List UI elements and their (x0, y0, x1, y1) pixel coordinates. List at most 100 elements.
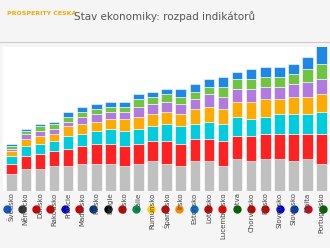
Bar (316, 64, 327, 79)
Bar (246, 89, 256, 102)
Bar (35, 154, 45, 169)
Bar (49, 124, 59, 129)
Bar (288, 134, 299, 161)
Bar (49, 166, 59, 191)
Bar (176, 144, 186, 166)
Bar (246, 119, 256, 136)
Bar (316, 134, 327, 164)
Bar (288, 97, 299, 114)
Bar (232, 117, 242, 136)
Bar (133, 164, 144, 191)
Bar (218, 141, 228, 166)
Bar (232, 159, 242, 191)
Bar (63, 122, 73, 126)
Bar (161, 102, 172, 112)
Bar (20, 169, 31, 191)
Bar (246, 161, 256, 191)
Bar (161, 112, 172, 124)
Bar (288, 74, 299, 84)
Bar (119, 146, 130, 166)
Bar (218, 124, 228, 141)
Bar (204, 139, 214, 161)
Bar (63, 117, 73, 122)
Bar (7, 174, 17, 191)
Bar (119, 102, 130, 107)
Bar (161, 141, 172, 164)
Bar (91, 104, 102, 109)
Bar (133, 99, 144, 107)
Bar (288, 161, 299, 191)
Bar (161, 164, 172, 191)
Bar (105, 164, 115, 191)
Bar (133, 129, 144, 144)
Bar (77, 112, 87, 117)
Bar (260, 77, 271, 87)
Bar (20, 146, 31, 156)
Bar (91, 144, 102, 164)
Bar (302, 159, 313, 191)
Bar (35, 144, 45, 154)
Bar (176, 97, 186, 104)
Bar (63, 126, 73, 136)
Bar (302, 69, 313, 82)
Bar (7, 164, 17, 174)
Bar (260, 87, 271, 99)
Bar (35, 131, 45, 136)
Bar (7, 156, 17, 164)
Bar (147, 104, 158, 114)
Bar (105, 144, 115, 164)
Bar (20, 134, 31, 139)
Bar (7, 144, 17, 146)
Bar (260, 117, 271, 134)
Bar (35, 126, 45, 131)
Bar (49, 151, 59, 166)
Bar (189, 99, 200, 109)
Bar (20, 156, 31, 169)
Bar (91, 114, 102, 122)
Bar (49, 134, 59, 141)
Bar (77, 117, 87, 124)
Bar (232, 79, 242, 89)
Bar (20, 139, 31, 146)
Bar (105, 107, 115, 112)
Bar (133, 117, 144, 129)
Bar (147, 114, 158, 126)
Bar (189, 139, 200, 161)
Bar (133, 144, 144, 164)
Bar (161, 94, 172, 102)
Bar (7, 149, 17, 151)
Bar (260, 99, 271, 117)
Bar (204, 122, 214, 139)
Bar (147, 141, 158, 161)
Bar (176, 114, 186, 126)
Bar (189, 84, 200, 92)
Bar (316, 94, 327, 112)
Bar (35, 169, 45, 191)
Bar (77, 107, 87, 112)
Bar (161, 89, 172, 94)
Bar (232, 72, 242, 79)
Bar (274, 87, 284, 99)
Bar (204, 107, 214, 122)
Bar (176, 104, 186, 114)
Bar (288, 114, 299, 134)
Bar (35, 136, 45, 144)
Bar (246, 69, 256, 79)
Bar (20, 129, 31, 131)
Bar (49, 122, 59, 124)
Bar (260, 67, 271, 77)
Bar (246, 102, 256, 119)
Bar (35, 124, 45, 126)
Bar (218, 97, 228, 109)
Bar (302, 82, 313, 97)
Bar (147, 97, 158, 104)
Bar (274, 77, 284, 87)
Bar (91, 131, 102, 144)
Bar (189, 124, 200, 139)
Bar (288, 64, 299, 74)
Bar (204, 161, 214, 191)
Bar (218, 87, 228, 97)
Bar (20, 131, 31, 134)
Bar (161, 124, 172, 141)
Bar (133, 94, 144, 99)
